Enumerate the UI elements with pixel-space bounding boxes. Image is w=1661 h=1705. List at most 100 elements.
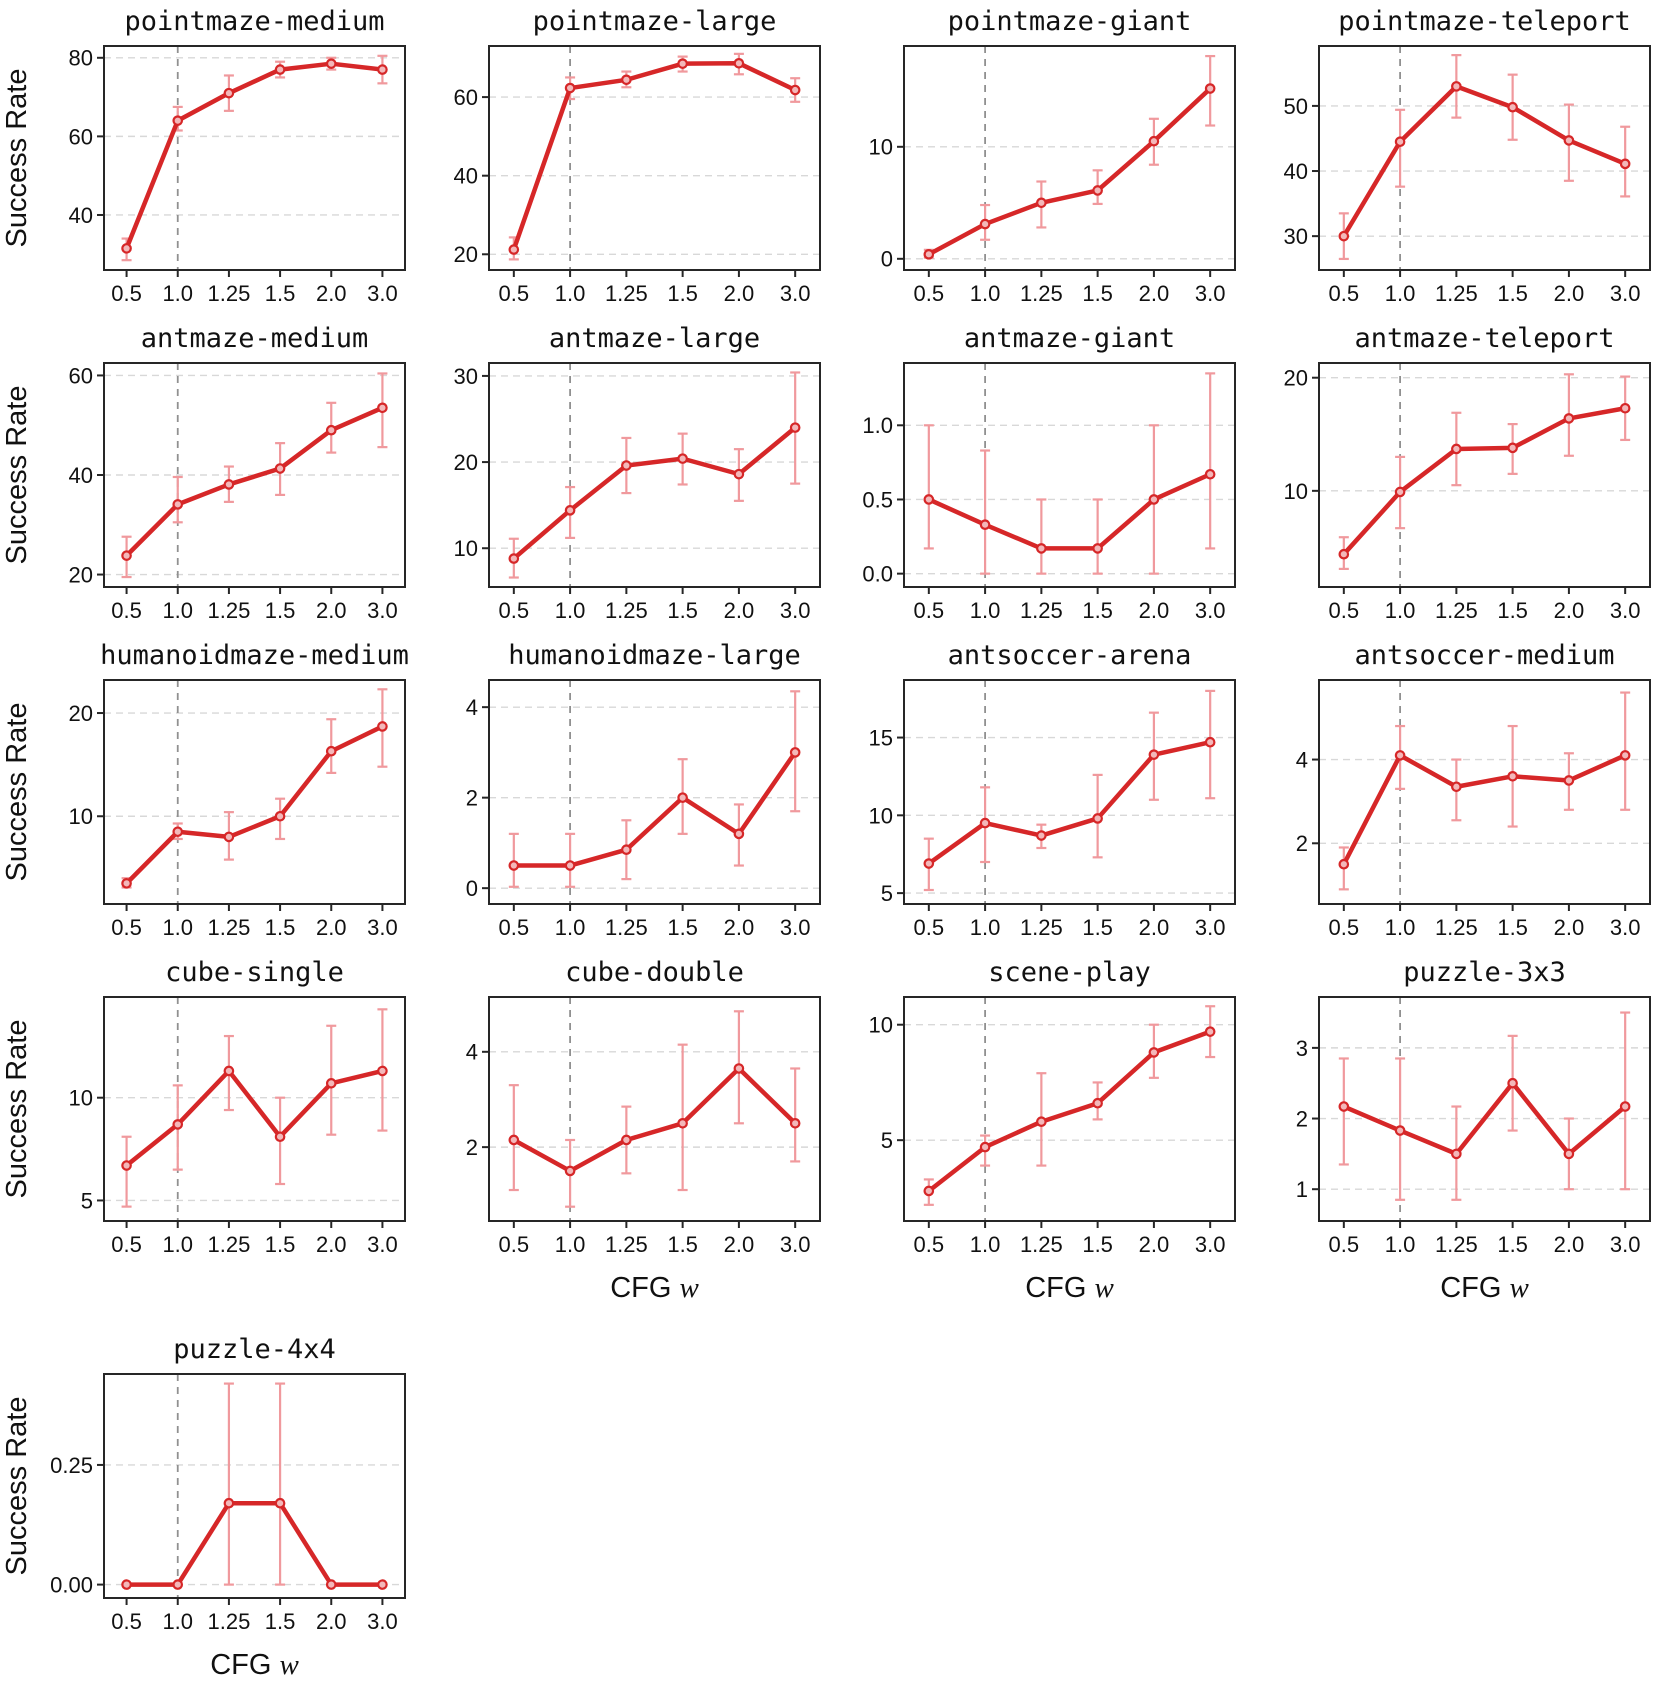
x-tick-label: 2.0 — [316, 915, 347, 940]
y-tick-label: 40 — [454, 164, 478, 189]
chart-title: scene-play — [988, 957, 1151, 988]
y-tick-label: 30 — [454, 364, 478, 389]
series-line — [511, 425, 798, 561]
x-tick-label: 1.0 — [970, 1232, 1001, 1257]
x-tick-label: 2.0 — [316, 1232, 347, 1257]
series-line — [124, 1068, 385, 1168]
data-point-marker — [1148, 494, 1160, 505]
x-tick-label: 3.0 — [780, 1232, 811, 1257]
x-tick-label: 2.0 — [316, 1609, 347, 1634]
error-bar — [980, 449, 991, 575]
x-tick-label: 3.0 — [1610, 1232, 1641, 1257]
y-tick-label: 4 — [466, 1040, 478, 1065]
data-point-marker — [979, 519, 991, 530]
chart-cell-antmaze-giant: 0.0 0.5 1.0 0.5 1.0 1.25 1.5 2.0 3.0 antmaze-gian… — [830, 317, 1245, 634]
x-tick-label: 2.0 — [1554, 915, 1585, 940]
data-point-marker — [1619, 750, 1631, 761]
error-bar — [275, 1382, 286, 1586]
y-tick-label: 10 — [69, 1086, 93, 1111]
y-axis-label: Success Rate — [1, 1397, 33, 1576]
chart-puzzle-3x3: 1 2 3 0.5 1.0 1.25 1.5 2.0 3.0 puzzle-3x3 CFG w — [1296, 957, 1651, 1304]
chart-antsoccer-arena: 5 10 15 0.5 1.0 1.25 1.5 2.0 3.0 antsoccer-arena — [869, 640, 1236, 940]
data-point-marker — [979, 218, 991, 230]
plot-border — [488, 679, 821, 905]
chart-title: cube-single — [165, 957, 344, 988]
y-tick-label: 40 — [69, 463, 93, 488]
x-tick-label: 1.25 — [1435, 1232, 1478, 1257]
x-tick-label: 2.0 — [724, 1232, 755, 1257]
data-point-marker — [677, 453, 688, 464]
series-line — [511, 61, 798, 252]
data-point-marker — [979, 1141, 991, 1153]
data-point-marker — [172, 826, 184, 838]
chart-cell-antmaze-teleport: 10 20 0.5 1.0 1.25 1.5 2.0 3.0 antmaze-teleport — [1245, 317, 1660, 634]
data-point-marker — [1092, 1097, 1103, 1109]
y-tick-label: 20 — [69, 562, 93, 587]
y-axis-label: Success Rate — [1, 703, 33, 882]
data-point-marker — [121, 1579, 132, 1590]
y-tick-label: 20 — [454, 450, 478, 475]
chart-title: antsoccer-arena — [948, 640, 1192, 671]
chart-cell-pointmaze-teleport: 30 40 50 0.5 1.0 1.25 1.5 2.0 3.0 pointmaze-telep… — [1245, 0, 1660, 317]
chart-cell-puzzle-4x4: 0.00 0.25 0.5 1.0 1.25 1.5 2.0 3.0 puzzle-4x4 Suc… — [0, 1328, 415, 1705]
data-point-marker — [1451, 81, 1462, 92]
chart-humanoidmaze-medium: 10 20 0.5 1.0 1.25 1.5 2.0 3.0 humanoidmaze-medi… — [1, 640, 409, 940]
error-bar — [677, 1043, 688, 1192]
x-tick-label: 0.5 — [111, 281, 142, 306]
chart-title: puzzle-3x3 — [1403, 957, 1566, 988]
x-tick-label: 0.5 — [1329, 281, 1360, 306]
plot-border — [903, 996, 1236, 1222]
data-point-marker — [1507, 101, 1518, 113]
data-point-marker — [1204, 83, 1216, 94]
data-point-marker — [923, 858, 935, 869]
y-tick-label: 2 — [1296, 1106, 1308, 1131]
x-tick-label: 1.25 — [208, 1609, 251, 1634]
x-tick-label: 1.5 — [265, 281, 296, 306]
data-point-marker — [789, 747, 801, 758]
data-point-marker — [1563, 413, 1575, 424]
x-tick-label: 1.0 — [162, 598, 193, 623]
series-line — [511, 1066, 798, 1174]
data-point-marker — [1563, 775, 1575, 786]
data-point-marker — [1507, 770, 1518, 782]
y-tick-label: 5 — [81, 1188, 93, 1213]
data-point-marker — [1507, 442, 1518, 454]
data-point-marker — [621, 844, 632, 855]
data-point-marker — [1092, 185, 1103, 196]
error-bar — [790, 1067, 801, 1163]
error-bar — [1395, 108, 1406, 188]
chart-pointmaze-giant: 0 10 0.5 1.0 1.25 1.5 2.0 3.0 pointmaze-giant — [869, 6, 1236, 306]
data-point-marker — [564, 505, 576, 516]
data-point-marker — [274, 1131, 286, 1143]
x-tick-label: 1.25 — [1020, 915, 1063, 940]
y-tick-label: 20 — [69, 701, 93, 726]
series-line — [124, 61, 385, 251]
x-tick-label: 1.25 — [1020, 281, 1063, 306]
data-point-marker — [274, 1497, 286, 1509]
x-tick-label: 3.0 — [367, 281, 398, 306]
x-tick-label: 1.0 — [1385, 1232, 1416, 1257]
y-tick-label: 50 — [1284, 94, 1308, 119]
x-tick-label: 3.0 — [367, 1232, 398, 1257]
x-tick-label: 1.5 — [667, 598, 698, 623]
x-tick-label: 1.0 — [970, 281, 1001, 306]
chart-pointmaze-medium: 40 60 80 0.5 1.0 1.25 1.5 2.0 3.0 pointmaze-mediu… — [1, 6, 406, 306]
x-tick-label: 1.25 — [1435, 281, 1478, 306]
data-point-marker — [274, 463, 286, 474]
x-tick-label: 2.0 — [316, 598, 347, 623]
chart-humanoidmaze-large: 0 2 4 0.5 1.0 1.25 1.5 2.0 3.0 humanoidmaze-large — [466, 640, 821, 940]
y-tick-label: 3 — [1296, 1036, 1308, 1061]
plot-border — [1318, 45, 1651, 271]
x-tick-label: 0.5 — [499, 915, 530, 940]
data-point-marker — [1338, 858, 1350, 870]
x-tick-label: 0.5 — [499, 1232, 530, 1257]
x-tick-label: 1.25 — [208, 1232, 251, 1257]
chart-title: antmaze-medium — [141, 323, 369, 354]
chart-cell-humanoidmaze-large: 0 2 4 0.5 1.0 1.25 1.5 2.0 3.0 humanoidmaze-large — [415, 634, 830, 951]
x-tick-label: 1.5 — [667, 915, 698, 940]
plot-border — [103, 996, 406, 1222]
chart-cell-pointmaze-medium: 40 60 80 0.5 1.0 1.25 1.5 2.0 3.0 pointmaze-mediu… — [0, 0, 415, 317]
x-tick-label: 2.0 — [316, 281, 347, 306]
y-axis-label: Success Rate — [1, 69, 33, 248]
